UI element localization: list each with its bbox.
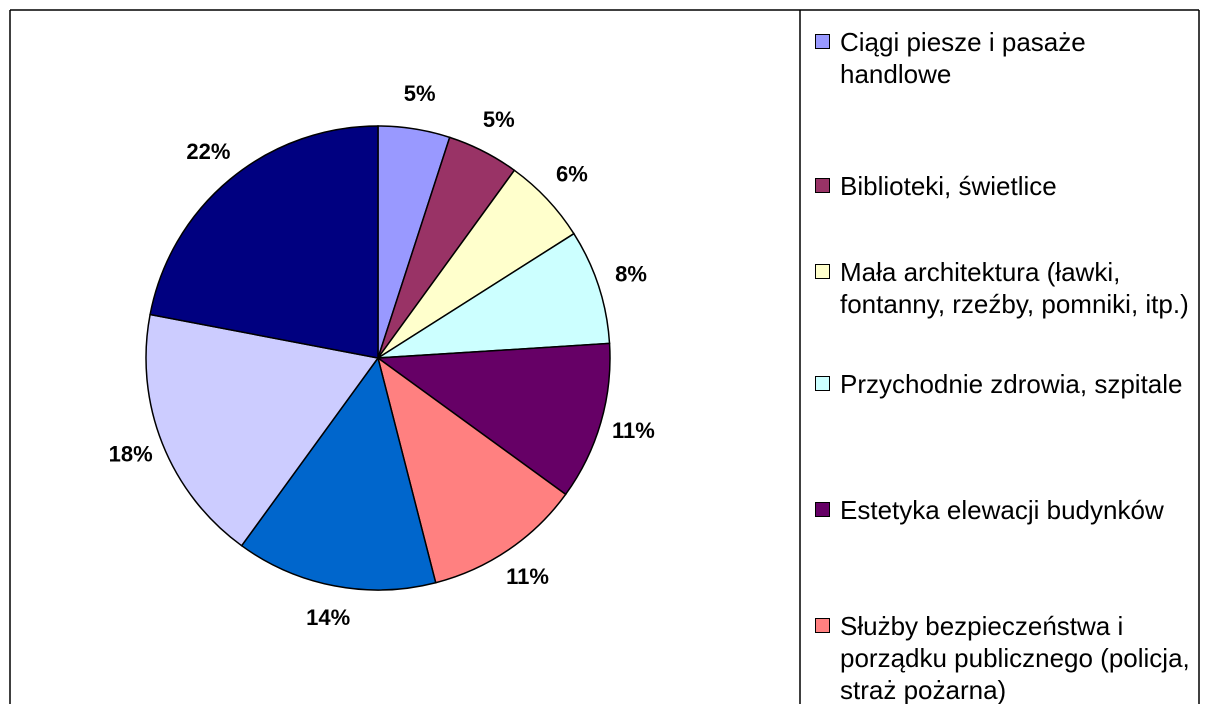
legend-label: Estetyka elewacji budynków [840, 495, 1164, 525]
legend-label: Ciągi piesze i pasaże handlowe [840, 27, 1086, 89]
data-label: 5% [404, 81, 436, 106]
legend-swatch [815, 502, 830, 517]
data-label: 11% [506, 564, 549, 589]
data-label: 18% [109, 442, 153, 467]
pie-slice [377, 232, 611, 359]
pie-slice [375, 342, 611, 496]
legend-entry: Ciągi piesze i pasaże handlowe [815, 26, 1195, 90]
data-label: 14% [306, 605, 350, 630]
legend-label: Przychodnie zdrowia, szpitale [840, 369, 1183, 399]
legend-entry: Estetyka elewacji budynków [815, 494, 1195, 526]
legend-swatch [815, 264, 830, 279]
legend-label: Mała architektura (ławki, fontanny, rzeź… [840, 257, 1189, 319]
legend-swatch [815, 376, 830, 391]
pie-slice [145, 313, 380, 547]
legend-entry: Służby bezpieczeństwa i porządku publicz… [815, 610, 1195, 704]
data-label: 22% [186, 139, 230, 164]
legend-swatch [815, 34, 830, 49]
legend-label: Służby bezpieczeństwa i porządku publicz… [840, 611, 1190, 704]
data-label: 8% [615, 262, 647, 287]
data-label: 5% [483, 107, 515, 132]
legend-entry: Biblioteki, świetlice [815, 170, 1195, 202]
pie-slice [240, 356, 437, 591]
pie-slice [376, 356, 567, 584]
pie-slice [149, 125, 379, 359]
legend-swatch [815, 178, 830, 193]
legend-label: Biblioteki, świetlice [840, 171, 1057, 201]
data-label: 6% [556, 162, 588, 187]
legend-entry: Przychodnie zdrowia, szpitale [815, 368, 1195, 400]
legend-swatch [815, 618, 830, 633]
legend-entry: Mała architektura (ławki, fontanny, rzeź… [815, 256, 1195, 320]
data-label: 11% [612, 418, 655, 443]
